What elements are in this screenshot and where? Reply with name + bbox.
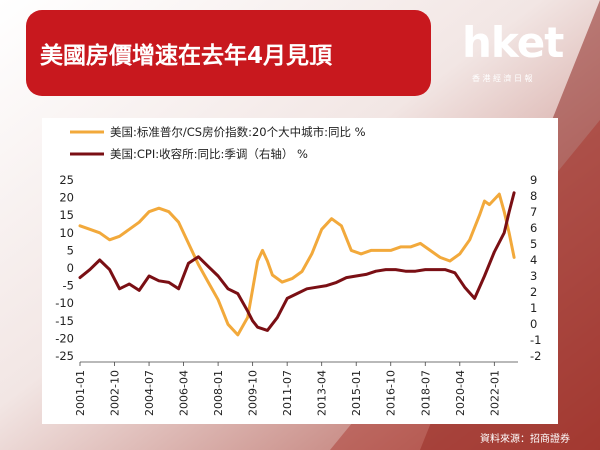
y-right-tick-label: -1: [530, 333, 541, 347]
y-left-tick-label: 25: [59, 173, 74, 187]
y-left-tick-label: -15: [55, 314, 74, 328]
y-right-tick-label: 4: [530, 253, 537, 267]
logo-wordmark: hket: [462, 18, 564, 67]
x-tick-label: 2022-01: [488, 370, 501, 416]
y-right-tick-label: 9: [530, 173, 537, 187]
y-left-tick-label: -20: [55, 331, 74, 345]
series-line-cs-house-price: [78, 192, 516, 337]
logo-subtitle: 香港經濟日報: [472, 74, 535, 83]
y-left-tick-label: 10: [59, 226, 74, 240]
legend-label: 美国:标准普尔/CS房价指数:20个大中城市:同比 %: [110, 125, 366, 139]
x-tick-label: 2018-07: [419, 370, 432, 416]
y-left-tick-label: 5: [67, 243, 74, 257]
y-right-tick-label: 3: [530, 269, 537, 283]
y-right-tick-label: 6: [530, 221, 537, 235]
y-right-tick-label: -2: [530, 349, 541, 363]
x-tick-label: 2016-10: [385, 370, 398, 416]
y-right-tick-label: 0: [530, 317, 537, 331]
y-right-tick-label: 2: [530, 285, 537, 299]
x-tick-label: 2002-10: [109, 370, 122, 416]
y-left-tick-label: -25: [55, 349, 74, 363]
x-tick-label: 2013-04: [316, 370, 329, 416]
x-tick-label: 2015-01: [350, 370, 363, 416]
source-note: 資料來源：招商證券: [480, 434, 570, 445]
x-tick-label: 2011-07: [281, 370, 294, 416]
y-left-tick-label: 20: [59, 191, 74, 205]
y-left-tick-label: -10: [55, 296, 74, 310]
legend-label: 美国:CPI:收容所:同比:季调（右轴） %: [110, 147, 308, 161]
x-tick-label: 2001-01: [74, 370, 87, 416]
y-left-tick-label: -5: [63, 279, 74, 293]
chart-panel: 25 20 15 10 5 0 -5 -10 -15 -20 -25 9 8 7 6 5 4 3 2 1 0 -1 -2 20…: [42, 118, 558, 424]
x-tick-label: 2008-01: [212, 370, 225, 416]
x-tick-label: 2009-10: [247, 370, 260, 416]
title-banner: 美國房價增速在去年4月見頂: [26, 10, 431, 96]
y-right-tick-label: 1: [530, 301, 537, 315]
y-right-tick-label: 8: [530, 189, 537, 203]
y-left-tick-label: 15: [59, 208, 74, 222]
y-left-tick-label: 0: [67, 261, 74, 275]
x-tick-label: 2006-04: [178, 370, 191, 416]
series-line-cpi-shelter: [78, 191, 516, 332]
x-tick-label: 2020-04: [454, 370, 467, 416]
y-right-tick-label: 5: [530, 237, 537, 251]
y-right-tick-label: 7: [530, 205, 537, 219]
x-tick-label: 2004-07: [143, 370, 156, 416]
page-title: 美國房價增速在去年4月見頂: [40, 43, 333, 69]
line-chart: 2520151050-5-10-15-20-259876543210-1-220…: [55, 125, 541, 416]
hket-logo: hket 香港經濟日報: [462, 18, 582, 92]
